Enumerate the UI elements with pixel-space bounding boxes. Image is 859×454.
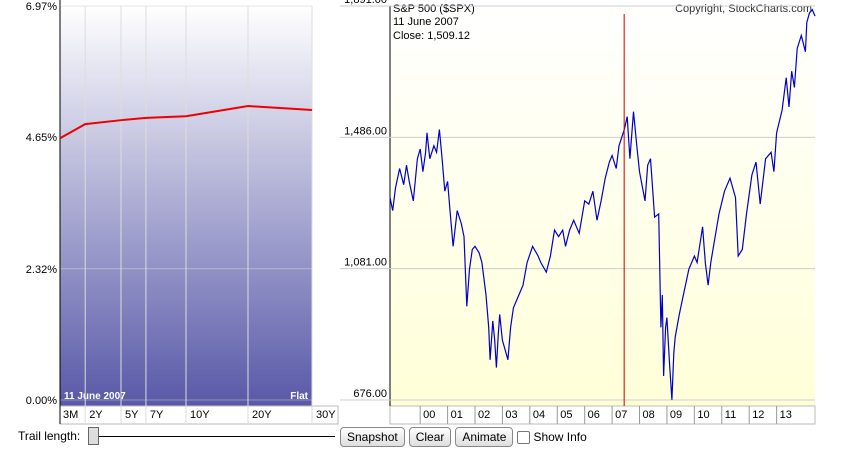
x-tick-label: 5Y <box>125 409 139 421</box>
slider-thumb[interactable] <box>88 427 100 445</box>
y-tick-label: 0.00% <box>26 395 57 407</box>
x-tick-label: 09 <box>670 409 682 421</box>
info-close: Close: 1,509.12 <box>393 30 470 42</box>
button-row: Snapshot Clear Animate Show Info <box>340 427 587 447</box>
x-tick-label: 20Y <box>252 409 272 421</box>
animate-button[interactable]: Animate <box>455 427 514 447</box>
date-label: 11 June 2007 <box>64 391 126 402</box>
x-tick-label: 7Y <box>150 409 164 421</box>
x-tick-label: 02 <box>478 409 490 421</box>
y-tick-label: 676.00 <box>353 388 387 400</box>
y-tick-label: 6.97% <box>26 1 57 13</box>
y-tick-label: 2.32% <box>26 264 57 276</box>
spx-line <box>389 8 816 400</box>
x-tick-label: 12 <box>752 409 764 421</box>
x-tick-label: 01 <box>451 409 463 421</box>
show-info-checkbox[interactable] <box>517 430 531 444</box>
clear-button[interactable]: Clear <box>408 427 452 447</box>
y-tick-label: 1,081.00 <box>344 257 387 269</box>
trail-label: Trail length: <box>18 429 81 443</box>
snapshot-button[interactable]: Snapshot <box>340 427 405 447</box>
x-tick-label: 06 <box>588 409 600 421</box>
x-tick-label: 11 <box>725 409 736 421</box>
spx-title: S&P 500 ($SPX) <box>393 3 475 15</box>
y-tick-label: 1,891.00 <box>344 0 387 6</box>
x-tick-label: 2Y <box>89 409 103 421</box>
x-tick-label: 30Y <box>316 409 336 421</box>
x-tick-label: 04 <box>533 409 545 421</box>
x-tick-label: 10 <box>697 409 709 421</box>
x-tick-label: 07 <box>615 409 627 421</box>
x-tick-label: 05 <box>560 409 572 421</box>
yield-line <box>59 105 313 140</box>
x-tick-label: 3M <box>63 409 78 421</box>
x-tick-label: 08 <box>643 409 655 421</box>
trail-control: Trail length: <box>18 427 336 445</box>
x-tick-label: 03 <box>505 409 517 421</box>
show-info-label: Show Info <box>533 430 587 444</box>
x-tick-label: 10Y <box>190 409 210 421</box>
slider-track[interactable] <box>99 435 336 437</box>
copyright: Copyright, StockCharts.com <box>675 3 812 15</box>
y-tick-label: 1,486.00 <box>344 125 387 137</box>
spx-x-axis <box>389 405 816 425</box>
shape-label: Flat <box>290 391 308 402</box>
info-date: 11 June 2007 <box>393 16 459 28</box>
y-tick-label: 4.65% <box>26 132 57 144</box>
spx-plot-bg <box>390 6 815 406</box>
x-tick-label: 13 <box>780 409 792 421</box>
charts: 11 June 2007 Flat S&P 500 ($SPX) Copyrig… <box>26 0 816 425</box>
x-tick-label: 00 <box>423 409 435 421</box>
